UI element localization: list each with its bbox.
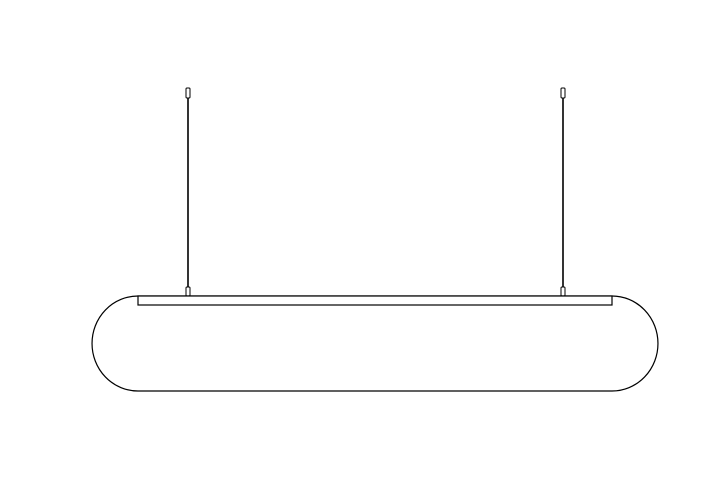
- mounting-rail: [137, 295, 613, 306]
- luminaire-body: [91, 295, 659, 392]
- right-suspension-cable: [560, 87, 566, 297]
- left-cable-fitting: [185, 286, 191, 297]
- right-ceiling-gripper: [560, 87, 566, 99]
- left-ceiling-gripper: [185, 87, 191, 99]
- right-cable-fitting: [560, 286, 566, 297]
- left-suspension-cable: [185, 87, 191, 297]
